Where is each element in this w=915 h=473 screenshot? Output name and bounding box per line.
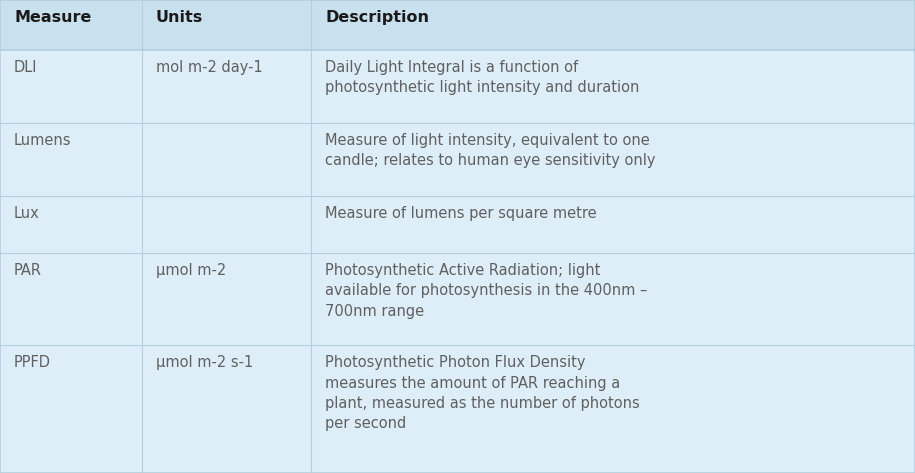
Text: mol m-2 day-1: mol m-2 day-1 [156,60,263,75]
Text: Photosynthetic Active Radiation; light
available for photosynthesis in the 400nm: Photosynthetic Active Radiation; light a… [325,263,648,319]
Bar [142,345,311,473]
Text: DLI: DLI [14,60,38,75]
Text: Units: Units [156,10,203,25]
Text: Measure of light intensity, equivalent to one
candle; relates to human eye sensi: Measure of light intensity, equivalent t… [325,133,656,168]
Text: Lux: Lux [14,206,39,221]
Bar [142,0,311,50]
Text: Measure of lumens per square metre: Measure of lumens per square metre [325,206,597,221]
Text: μmol m-2 s-1: μmol m-2 s-1 [156,355,253,370]
Bar [0,345,142,473]
Bar [0,123,142,196]
Bar [0,0,142,50]
Text: Daily Light Integral is a function of
photosynthetic light intensity and duratio: Daily Light Integral is a function of ph… [325,60,640,95]
Text: Description: Description [325,10,429,25]
Bar [142,253,311,345]
Bar [311,0,915,50]
Bar [311,123,915,196]
Text: PAR: PAR [14,263,42,278]
Bar [0,253,142,345]
Text: μmol m-2: μmol m-2 [156,263,226,278]
Bar [311,345,915,473]
Bar [311,50,915,123]
Text: PPFD: PPFD [14,355,51,370]
Bar [311,253,915,345]
Bar [0,196,142,253]
Bar [0,50,142,123]
Text: Photosynthetic Photon Flux Density
measures the amount of PAR reaching a
plant, : Photosynthetic Photon Flux Density measu… [325,355,640,431]
Text: Measure: Measure [14,10,92,25]
Bar [311,196,915,253]
Bar [142,123,311,196]
Text: Lumens: Lumens [14,133,71,148]
Bar [142,50,311,123]
Bar [142,196,311,253]
